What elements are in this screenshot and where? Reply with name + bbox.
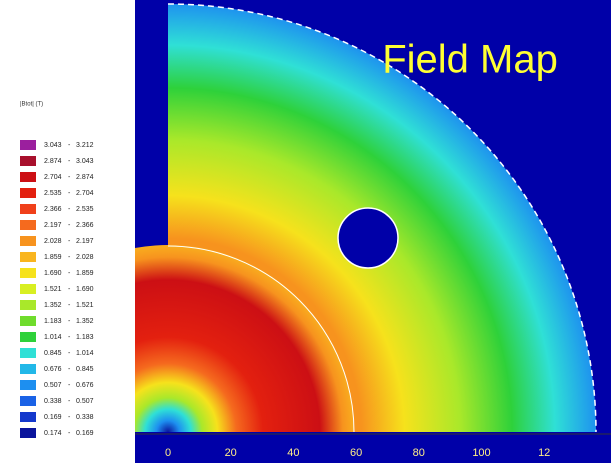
legend-swatch	[20, 268, 36, 278]
legend-swatch	[20, 412, 36, 422]
legend-swatch	[20, 220, 36, 230]
legend-swatch	[20, 284, 36, 294]
legend-from: 1.183	[44, 318, 62, 325]
legend-swatch	[20, 396, 36, 406]
legend-swatch	[20, 156, 36, 166]
legend-dash: -	[68, 158, 71, 165]
legend-from: 2.028	[44, 238, 62, 245]
axis-label: 40	[287, 447, 299, 459]
legend-dash: -	[68, 334, 71, 341]
legend-to: 2.874	[76, 174, 94, 181]
legend-from: 1.859	[44, 254, 62, 261]
legend-swatch	[20, 236, 36, 246]
legend-to: 3.043	[76, 158, 94, 165]
hole	[337, 207, 399, 269]
legend-from: 2.366	[44, 206, 62, 213]
legend-from: 2.197	[44, 222, 62, 229]
axis-label: 0	[165, 447, 171, 459]
legend-to: 1.690	[76, 286, 94, 293]
legend-swatch	[20, 316, 36, 326]
legend-swatch	[20, 380, 36, 390]
axis-label: 60	[350, 447, 362, 459]
legend-dash: -	[68, 238, 71, 245]
legend-dash: -	[68, 286, 71, 293]
legend-dash: -	[68, 206, 71, 213]
outer-boundary	[167, 3, 597, 433]
legend-swatch	[20, 140, 36, 150]
axis-labels: 0 20 40 60 80 100 12	[165, 447, 550, 459]
legend-from: 0.507	[44, 382, 62, 389]
legend-from: 2.704	[44, 174, 62, 181]
legend-dash: -	[68, 142, 71, 149]
legend-to: 0.676	[76, 382, 94, 389]
legend-dash: -	[68, 302, 71, 309]
legend-from: 1.690	[44, 270, 62, 277]
legend-swatch	[20, 428, 36, 438]
legend-to: 0.338	[76, 414, 94, 421]
legend-to: 3.212	[76, 142, 94, 149]
legend-to: 0.507	[76, 398, 94, 405]
legend-dash: -	[68, 430, 71, 437]
legend-swatch	[20, 252, 36, 262]
legend-swatch	[20, 300, 36, 310]
legend-swatch	[20, 332, 36, 342]
legend-dash: -	[68, 350, 71, 357]
legend-dash: -	[68, 414, 71, 421]
legend-dash: -	[68, 398, 71, 405]
legend-title: |Btot| (T)	[20, 102, 43, 108]
legend-to: 1.859	[76, 270, 94, 277]
legend-from: 2.535	[44, 190, 62, 197]
legend-dash: -	[68, 254, 71, 261]
inner-field	[135, 245, 355, 432]
legend-to: 2.704	[76, 190, 94, 197]
axis-label: 100	[472, 447, 490, 459]
legend-from: 1.352	[44, 302, 62, 309]
legend-to: 1.183	[76, 334, 94, 341]
legend-swatch	[20, 364, 36, 374]
legend-swatch	[20, 348, 36, 358]
legend-from: 0.174	[44, 430, 62, 437]
legend-dash: -	[68, 318, 71, 325]
axis-label: 12	[538, 447, 550, 459]
legend-dash: -	[68, 190, 71, 197]
legend-dash: -	[68, 382, 71, 389]
legend-from: 2.874	[44, 158, 62, 165]
legend-to: 2.535	[76, 206, 94, 213]
legend-from: 3.043	[44, 142, 62, 149]
legend-to: 2.028	[76, 254, 94, 261]
legend-from: 0.338	[44, 398, 62, 405]
axis-label: 20	[225, 447, 237, 459]
title: Field Map	[382, 38, 558, 82]
legend-from: 1.014	[44, 334, 62, 341]
legend-dash: -	[68, 366, 71, 373]
axis-label: 80	[413, 447, 425, 459]
legend-dash: -	[68, 222, 71, 229]
inner-boundary	[167, 245, 355, 433]
legend-to: 0.845	[76, 366, 94, 373]
legend-to: 2.366	[76, 222, 94, 229]
legend-dash: -	[68, 270, 71, 277]
legend-from: 0.845	[44, 350, 62, 357]
legend-from: 1.521	[44, 286, 62, 293]
legend-swatch	[20, 188, 36, 198]
legend-swatch	[20, 172, 36, 182]
legend-from: 0.169	[44, 414, 62, 421]
legend-to: 1.352	[76, 318, 94, 325]
legend-swatch	[20, 204, 36, 214]
legend-to: 2.197	[76, 238, 94, 245]
legend-from: 0.676	[44, 366, 62, 373]
legend-to: 1.521	[76, 302, 94, 309]
legend: 3.043-3.2122.874-3.0432.704-2.8742.535-2…	[20, 140, 94, 438]
legend-to: 1.014	[76, 350, 94, 357]
legend-dash: -	[68, 174, 71, 181]
legend-to: 0.169	[76, 430, 94, 437]
